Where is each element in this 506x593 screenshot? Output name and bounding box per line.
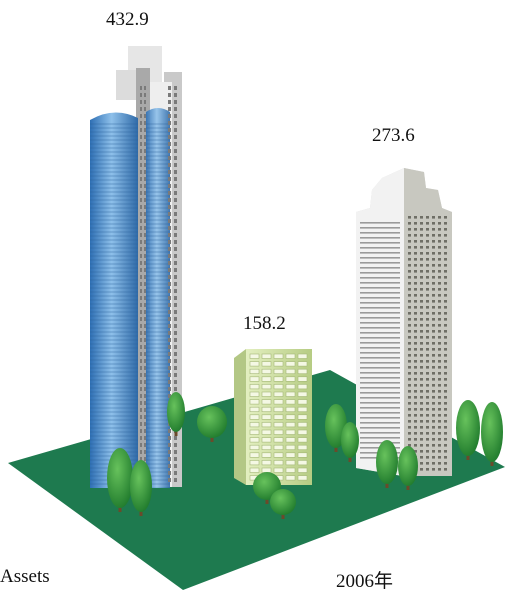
bar-building-3	[356, 168, 452, 476]
value-label-2: 158.2	[243, 313, 286, 334]
value-label-1: 432.9	[106, 9, 149, 30]
y-axis-label: Assets	[0, 566, 50, 587]
x-axis-label: 2006年	[336, 571, 394, 592]
value-label-3: 273.6	[372, 125, 415, 146]
trees-decoration	[107, 392, 503, 519]
bar-tower-1	[90, 46, 182, 488]
bar-building-2	[234, 349, 312, 485]
